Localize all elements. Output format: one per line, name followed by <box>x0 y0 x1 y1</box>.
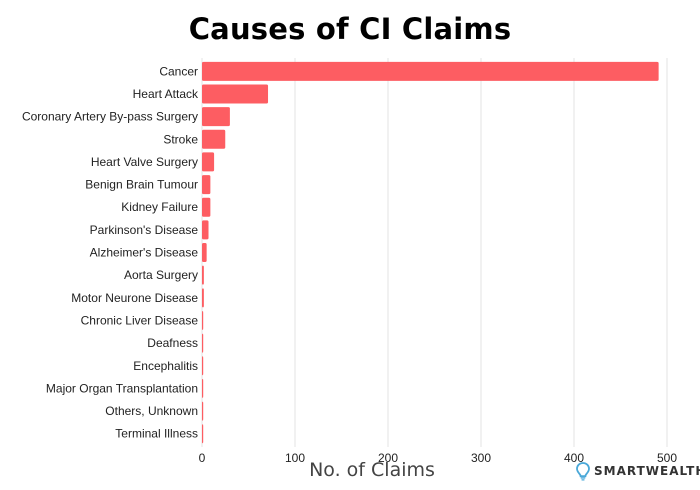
bar-benign-brain-tumour <box>202 175 211 195</box>
category-label: Heart Attack <box>133 87 199 101</box>
bar-others-unknown <box>202 401 204 421</box>
lightbulb-icon <box>576 461 590 480</box>
bars <box>202 61 659 444</box>
category-label: Encephalitis <box>133 359 198 373</box>
category-labels: Cancer Heart Attack Coronary Artery By-pas… <box>22 64 199 440</box>
bar-alzheimer-s-disease <box>202 243 207 263</box>
brand-logo: SMARTWEALTH <box>576 461 700 481</box>
bar-cancer <box>202 61 659 81</box>
category-label: Stroke <box>163 132 198 146</box>
category-label: Deafness <box>147 336 198 350</box>
chart-title: Causes of CI Claims <box>188 12 512 46</box>
x-tick-label-100: 100 <box>285 451 305 465</box>
category-label: Kidney Failure <box>121 200 198 214</box>
bar-chronic-liver-disease <box>202 310 204 330</box>
bar-parkinson-s-disease <box>202 220 209 240</box>
category-label: Benign Brain Tumour <box>85 178 198 192</box>
bar-stroke <box>202 129 226 149</box>
bar-kidney-failure <box>202 197 211 217</box>
category-label: Chronic Liver Disease <box>81 313 199 327</box>
bar-coronary-artery-by-pass-surgery <box>202 107 230 127</box>
category-label: Terminal Illness <box>115 427 198 441</box>
bar-heart-valve-surgery <box>202 152 215 172</box>
category-label: Others, Unknown <box>105 404 198 418</box>
bar-major-organ-transplantation <box>202 378 204 398</box>
x-tick-label-400: 400 <box>564 451 584 465</box>
bar-heart-attack <box>202 84 269 104</box>
tick-labels: 0 100 200 300 400 500 <box>199 451 678 465</box>
category-label: Parkinson's Disease <box>90 223 199 237</box>
x-tick-label-300: 300 <box>471 451 491 465</box>
category-label: Heart Valve Surgery <box>91 155 198 169</box>
brand-name: SMARTWEALTH <box>594 464 700 478</box>
category-label: Cancer <box>159 64 198 78</box>
category-label: Motor Neurone Disease <box>71 291 198 305</box>
x-tick-label-200: 200 <box>378 451 398 465</box>
bar-motor-neurone-disease <box>202 288 204 308</box>
bar-terminal-illness <box>202 424 204 444</box>
category-label: Major Organ Transplantation <box>46 381 198 395</box>
x-axis-title: No. of Claims <box>309 459 435 481</box>
bar-encephalitis <box>202 356 204 376</box>
bar-deafness <box>202 333 204 353</box>
bar-aorta-surgery <box>202 265 204 285</box>
category-label: Coronary Artery By-pass Surgery <box>22 110 198 124</box>
x-tick-label-500: 500 <box>657 451 677 465</box>
category-label: Alzheimer's Disease <box>90 246 199 260</box>
x-tick-label-0: 0 <box>199 451 206 465</box>
gridlines <box>201 58 668 448</box>
category-label: Aorta Surgery <box>124 268 198 282</box>
